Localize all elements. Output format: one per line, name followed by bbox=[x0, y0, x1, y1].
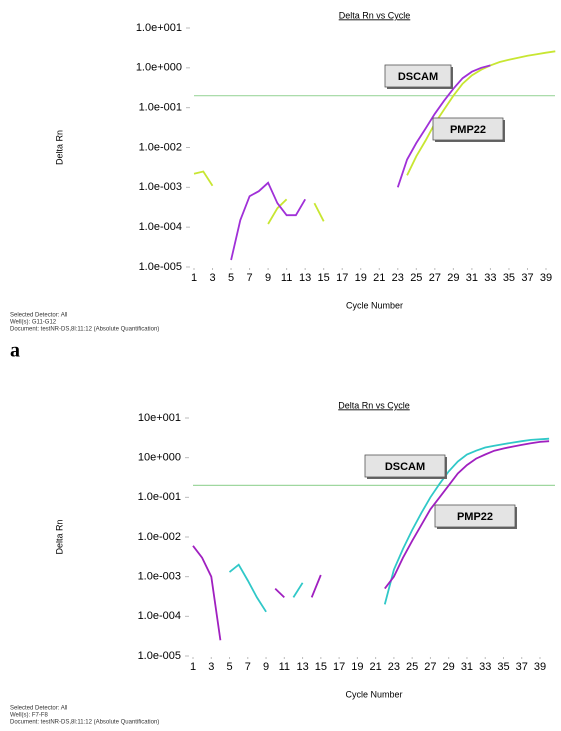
chart-title: Delta Rn vs Cycle bbox=[339, 10, 411, 20]
x-tick-label: 27 bbox=[429, 272, 441, 284]
footnote: Selected Detector: All bbox=[10, 706, 67, 712]
annotation: DSCAM bbox=[385, 461, 425, 473]
series-line bbox=[193, 50, 556, 225]
x-tick-label: 37 bbox=[521, 272, 533, 284]
x-tick-label: 39 bbox=[540, 272, 552, 284]
x-tick-label: 9 bbox=[265, 272, 271, 284]
x-tick-label: 11 bbox=[281, 272, 292, 284]
x-tick-label: 17 bbox=[333, 661, 345, 673]
footnote: Document: testNR-DS,8l:11:12 (Absolute Q… bbox=[10, 720, 159, 726]
series-line bbox=[192, 440, 550, 641]
x-tick-label: 15 bbox=[315, 661, 327, 673]
x-tick-label: 1 bbox=[190, 661, 196, 673]
y-tick-label: 1.0e-002 bbox=[139, 141, 182, 153]
x-tick-label: 29 bbox=[443, 661, 455, 673]
x-tick-label: 19 bbox=[351, 661, 363, 673]
panel-label: a bbox=[10, 340, 20, 362]
x-tick-label: 19 bbox=[355, 272, 367, 284]
x-tick-label: 27 bbox=[424, 661, 436, 673]
x-tick-label: 29 bbox=[447, 272, 459, 284]
x-tick-label: 15 bbox=[318, 272, 330, 284]
annotation: PMP22 bbox=[457, 511, 493, 523]
annotation-box bbox=[364, 454, 446, 478]
footnote: Well(s): F7-F8 bbox=[10, 713, 49, 719]
x-tick-label: 1 bbox=[191, 272, 197, 284]
y-tick-label: 1.0e+000 bbox=[136, 62, 182, 74]
y-tick-label: 1.0e-005 bbox=[138, 650, 181, 662]
y-axis-label: Delta Rn bbox=[54, 130, 64, 165]
y-tick-label: 1.0e-001 bbox=[138, 491, 181, 503]
x-tick-label: 31 bbox=[461, 661, 473, 673]
y-tick-label: 1.0e-003 bbox=[139, 181, 182, 193]
x-axis-label: Cycle Number bbox=[346, 300, 403, 310]
x-tick-label: 23 bbox=[392, 272, 404, 284]
annotation-box bbox=[432, 117, 504, 141]
x-tick-label: 31 bbox=[466, 272, 478, 284]
annotation: PMP22 bbox=[450, 124, 486, 136]
x-tick-label: 33 bbox=[484, 272, 496, 284]
x-tick-label: 33 bbox=[479, 661, 491, 673]
x-tick-label: 25 bbox=[410, 272, 422, 284]
y-axis-label: Delta Rn bbox=[54, 519, 64, 554]
x-tick-label: 9 bbox=[263, 661, 269, 673]
y-tick-label: 1.0e-004 bbox=[138, 610, 181, 622]
series-line bbox=[230, 64, 491, 261]
y-tick-label: 1.0e-001 bbox=[139, 102, 182, 114]
y-tick-label: 1.0e-003 bbox=[138, 571, 181, 583]
x-tick-label: 21 bbox=[370, 661, 382, 673]
x-tick-label: 39 bbox=[534, 661, 546, 673]
x-tick-label: 5 bbox=[228, 272, 234, 284]
y-tick-label: 10e+000 bbox=[138, 452, 181, 464]
series-line bbox=[228, 437, 550, 613]
annotation-box bbox=[434, 504, 516, 528]
footnote: Document: testNR-DS,8l:11:12 (Absolute Q… bbox=[10, 327, 159, 333]
annotation-box bbox=[384, 64, 452, 88]
x-tick-label: 21 bbox=[373, 272, 385, 284]
x-tick-label: 13 bbox=[299, 272, 311, 284]
y-tick-label: 1.0e-005 bbox=[139, 261, 182, 273]
y-tick-label: 1.0e+001 bbox=[136, 22, 182, 34]
x-axis-label: Cycle Number bbox=[345, 689, 402, 699]
y-tick-label: 10e+001 bbox=[138, 412, 181, 424]
chart-title: Delta Rn vs Cycle bbox=[338, 400, 410, 410]
annotation: DSCAM bbox=[398, 71, 438, 83]
x-tick-label: 25 bbox=[406, 661, 418, 673]
x-tick-label: 5 bbox=[226, 661, 232, 673]
x-tick-label: 7 bbox=[247, 272, 253, 284]
footnote: Well(s): G11-G12 bbox=[10, 320, 57, 326]
x-tick-label: 35 bbox=[497, 661, 509, 673]
x-tick-label: 11 bbox=[279, 661, 290, 673]
x-tick-label: 35 bbox=[503, 272, 515, 284]
x-tick-label: 17 bbox=[336, 272, 348, 284]
x-tick-label: 37 bbox=[516, 661, 528, 673]
x-tick-label: 13 bbox=[296, 661, 308, 673]
y-tick-label: 1.0e-002 bbox=[138, 531, 181, 543]
x-tick-label: 7 bbox=[245, 661, 251, 673]
x-tick-label: 23 bbox=[388, 661, 400, 673]
footnote: Selected Detector: All bbox=[10, 313, 67, 319]
y-tick-label: 1.0e-004 bbox=[139, 221, 182, 233]
x-tick-label: 3 bbox=[208, 661, 214, 673]
x-tick-label: 3 bbox=[209, 272, 215, 284]
